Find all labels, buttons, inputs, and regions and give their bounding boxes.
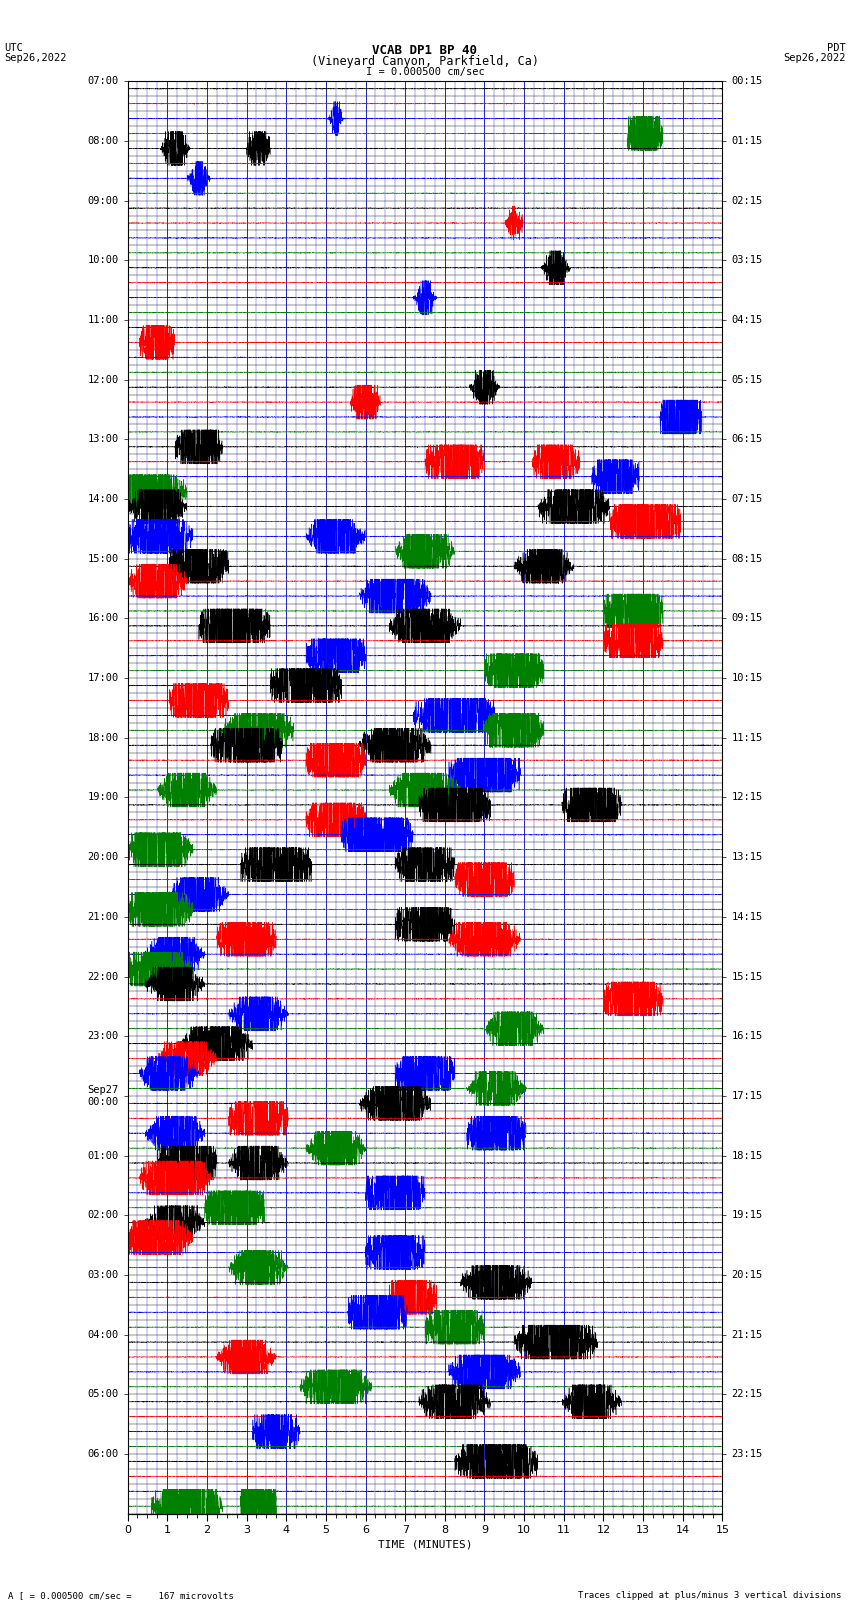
Text: I = 0.000500 cm/sec: I = 0.000500 cm/sec [366,68,484,77]
Text: VCAB DP1 BP 40: VCAB DP1 BP 40 [372,44,478,58]
Text: Traces clipped at plus/minus 3 vertical divisions: Traces clipped at plus/minus 3 vertical … [578,1590,842,1600]
Text: A [ = 0.000500 cm/sec =     167 microvolts: A [ = 0.000500 cm/sec = 167 microvolts [8,1590,235,1600]
Text: Sep26,2022: Sep26,2022 [4,53,67,63]
X-axis label: TIME (MINUTES): TIME (MINUTES) [377,1540,473,1550]
Text: Sep26,2022: Sep26,2022 [783,53,846,63]
Text: UTC: UTC [4,44,23,53]
Text: PDT: PDT [827,44,846,53]
Text: (Vineyard Canyon, Parkfield, Ca): (Vineyard Canyon, Parkfield, Ca) [311,55,539,68]
